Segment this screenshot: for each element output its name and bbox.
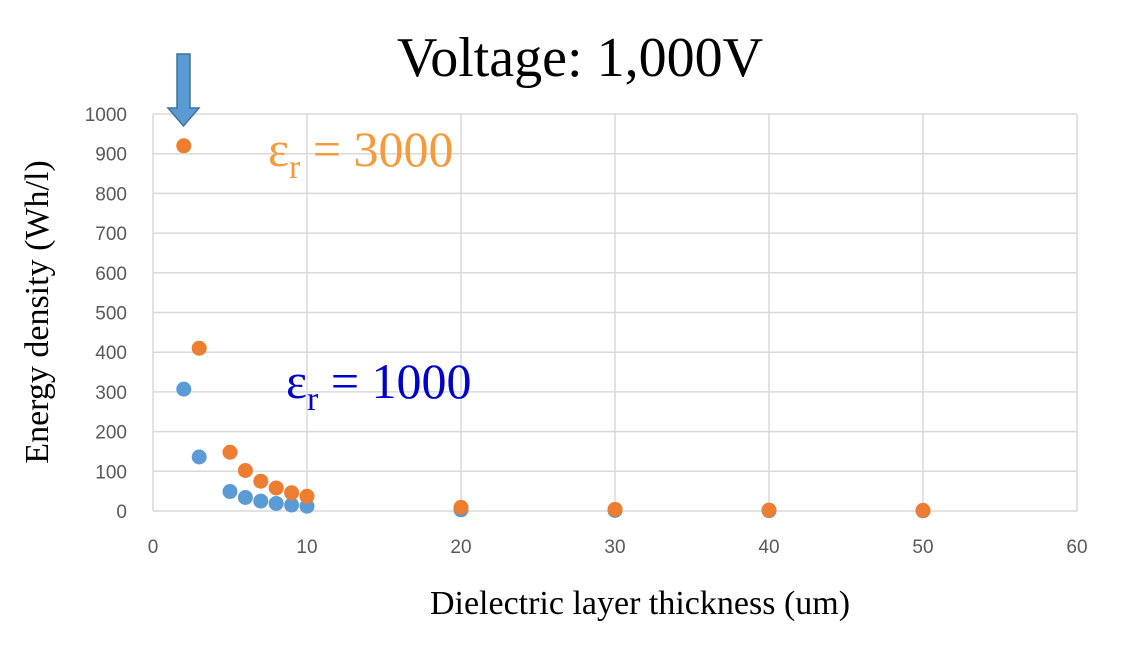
- x-axis-label: Dielectric layer thickness (um): [430, 585, 850, 622]
- y-tick-label: 800: [95, 184, 127, 205]
- data-point-er1000: [176, 381, 192, 397]
- data-point-er3000: [299, 488, 315, 504]
- y-tick-label: 400: [95, 343, 127, 364]
- y-tick-label: 100: [95, 462, 127, 483]
- y-tick-label: 200: [95, 423, 127, 444]
- chart-title: Voltage: 1,000V: [397, 27, 763, 89]
- data-point-er1000: [191, 449, 207, 465]
- data-point-er1000: [253, 493, 269, 509]
- y-tick-label: 500: [95, 304, 127, 325]
- annotation-er-3000: εr = 3000: [268, 121, 454, 186]
- data-point-er1000: [222, 484, 238, 500]
- y-tick-label: 700: [95, 224, 127, 245]
- x-tick-label: 30: [604, 537, 625, 558]
- data-point-er3000: [284, 485, 300, 501]
- data-point-er1000: [237, 490, 253, 506]
- y-tick-label: 600: [95, 264, 127, 285]
- x-tick-labels: 0 10 20 30 40 50 60: [148, 537, 1088, 558]
- data-point-er3000: [176, 138, 192, 154]
- data-point-er3000: [191, 340, 207, 356]
- down-arrow-icon: [166, 53, 201, 128]
- gridlines: [152, 113, 1078, 512]
- data-point-er3000: [453, 499, 469, 515]
- data-point-er3000: [237, 463, 253, 479]
- data-point-er1000: [284, 497, 300, 513]
- data-point-er3000: [253, 473, 269, 489]
- svg-text:εr = 1000: εr = 1000: [286, 353, 472, 418]
- x-tick-label: 20: [450, 537, 471, 558]
- y-tick-label: 300: [95, 383, 127, 404]
- x-tick-label: 60: [1066, 537, 1087, 558]
- x-tick-label: 50: [912, 537, 933, 558]
- data-point-er1000: [268, 495, 284, 511]
- y-tick-labels: 0 100 200 300 400 500 600 700 800 900 1000: [85, 105, 127, 523]
- data-point-er3000: [222, 444, 238, 460]
- y-tick-label: 1000: [85, 105, 127, 126]
- y-axis-label: Energy density (Wh/l): [19, 160, 56, 463]
- data-point-er3000: [607, 501, 623, 517]
- x-tick-label: 40: [758, 537, 779, 558]
- y-tick-label: 0: [116, 502, 127, 523]
- x-tick-label: 10: [296, 537, 317, 558]
- y-tick-label: 900: [95, 145, 127, 166]
- data-points: [176, 138, 931, 519]
- x-tick-label: 0: [148, 537, 159, 558]
- data-point-er3000: [915, 502, 931, 518]
- svg-text:εr = 3000: εr = 3000: [268, 121, 454, 186]
- data-point-er3000: [761, 502, 777, 518]
- annotation-er-1000: εr = 1000: [286, 353, 472, 418]
- data-point-er3000: [268, 480, 284, 496]
